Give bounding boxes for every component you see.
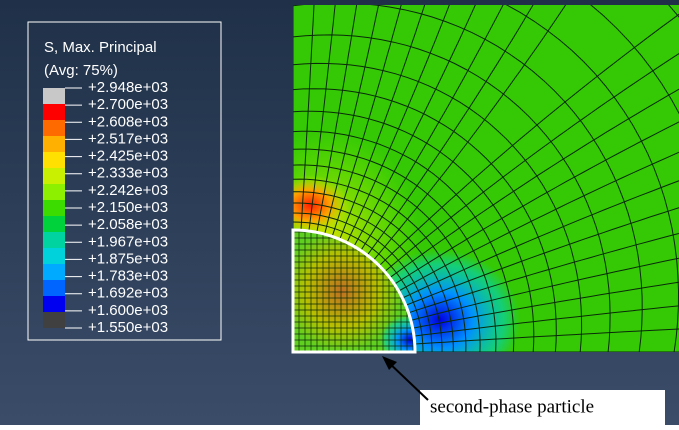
legend-swatch — [43, 248, 65, 264]
legend-label: +2.242e+03 — [88, 182, 168, 199]
legend-label: +2.150e+03 — [88, 199, 168, 216]
legend-label: +2.948e+03 — [88, 79, 168, 96]
legend-label: +2.058e+03 — [88, 216, 168, 233]
legend-label: +2.425e+03 — [88, 148, 168, 165]
legend-swatch — [43, 296, 65, 312]
legend-swatch — [43, 104, 65, 120]
legend-label: +1.692e+03 — [88, 285, 168, 302]
legend-label: +1.967e+03 — [88, 233, 168, 250]
legend-swatch — [43, 152, 65, 168]
legend-swatch — [43, 264, 65, 280]
legend-swatch — [43, 184, 65, 200]
legend-swatch — [43, 232, 65, 248]
legend-label: +2.608e+03 — [88, 113, 168, 130]
legend-title: S, Max. Principal — [44, 39, 157, 56]
legend-swatch — [43, 120, 65, 136]
annotation: second-phase particle — [430, 396, 594, 417]
legend-label: +2.517e+03 — [88, 130, 168, 147]
legend-swatch — [43, 312, 65, 328]
legend-swatch — [43, 168, 65, 184]
legend-swatch — [43, 280, 65, 296]
legend-swatch — [43, 136, 65, 152]
legend-label: +1.550e+03 — [88, 319, 168, 336]
legend-swatch — [43, 216, 65, 232]
legend-label: +1.875e+03 — [88, 250, 168, 267]
legend-label: +2.700e+03 — [88, 96, 168, 113]
legend-label: +1.600e+03 — [88, 302, 168, 319]
mesh — [240, 0, 679, 390]
legend: +2.948e+03+2.700e+03+2.608e+03+2.517e+03… — [43, 79, 168, 336]
legend-subtitle: (Avg: 75%) — [44, 62, 118, 79]
legend-swatch — [43, 88, 65, 104]
legend-swatch — [43, 200, 65, 216]
legend-label: +2.333e+03 — [88, 165, 168, 182]
legend-label: +1.783e+03 — [88, 268, 168, 285]
